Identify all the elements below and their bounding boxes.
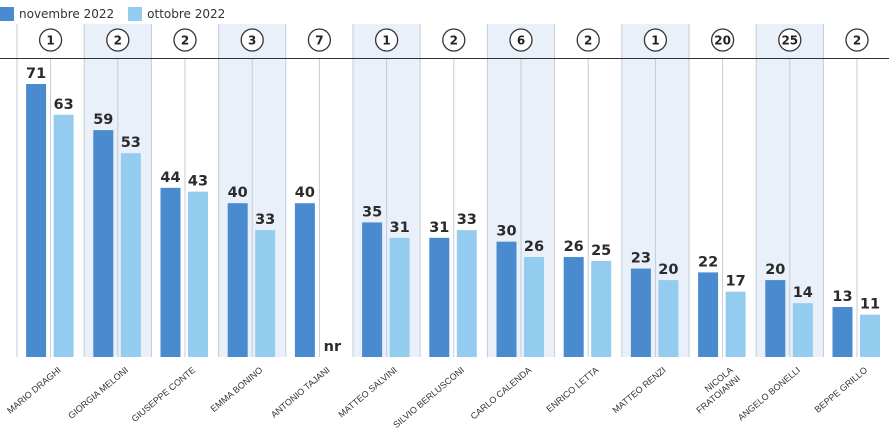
- value-label-october-carlo-calenda: 26: [524, 239, 544, 255]
- rank-badge-carlo-calenda: [509, 28, 533, 52]
- bar-october-nicola-fratoianni: [725, 291, 746, 357]
- bar-october-beppe-grillo: [860, 314, 880, 357]
- category-label-carlo-calenda: CARLO CALENDA: [469, 365, 534, 422]
- value-label-october-matteo-salvini: 31: [390, 220, 410, 236]
- bar-november-antonio-tajani: [294, 203, 315, 357]
- rank-label-beppe-grillo: 2: [853, 34, 861, 48]
- bar-november-angelo-bonelli: [765, 280, 786, 357]
- value-label-november-matteo-renzi: 23: [631, 251, 651, 267]
- rank-label-carlo-calenda: 6: [517, 34, 525, 48]
- rank-badge-mario-draghi: [38, 28, 63, 52]
- category-label-emma-bonino: EMMA BONINO: [209, 365, 265, 414]
- value-label-november-nicola-fratoianni: 22: [698, 254, 718, 270]
- category-label-antonio-tajani: ANTONIO TAJANI: [269, 365, 332, 420]
- category-label-silvio-berlusconi: SILVIO BERLUSCONI: [391, 365, 466, 430]
- value-label-november-enrico-letta: 26: [564, 239, 584, 255]
- category-label-mario-draghi: MARIO DRAGHI: [5, 365, 63, 416]
- value-label-october-matteo-renzi: 20: [658, 262, 678, 278]
- value-label-october-nicola-fratoianni: 17: [726, 274, 746, 290]
- value-label-november-matteo-salvini: 35: [362, 204, 382, 220]
- bar-november-matteo-renzi: [630, 268, 651, 357]
- chart-legend: novembre 2022 ottobre 2022: [0, 6, 239, 22]
- bar-november-beppe-grillo: [832, 307, 853, 357]
- rank-label-giuseppe-conte: 2: [181, 34, 189, 48]
- bar-november-giuseppe-conte: [160, 187, 181, 357]
- value-label-october-enrico-letta: 25: [591, 243, 611, 259]
- category-label-enrico-letta: ENRICO LETTA: [544, 365, 600, 414]
- value-label-october-giorgia-meloni: 53: [121, 135, 141, 151]
- rank-label-matteo-salvini: 1: [382, 34, 390, 48]
- value-label-october-emma-bonino: 33: [255, 212, 275, 228]
- legend-label-november: novembre 2022: [19, 7, 115, 21]
- bar-october-matteo-renzi: [658, 280, 679, 357]
- value-label-november-giuseppe-conte: 44: [160, 170, 180, 186]
- bar-october-emma-bonino: [255, 230, 276, 357]
- rank-label-angelo-bonelli: 25: [781, 34, 798, 48]
- rank-badge-angelo-bonelli: [778, 28, 802, 52]
- legend-label-october: ottobre 2022: [147, 7, 226, 21]
- value-label-october-mario-draghi: 63: [54, 97, 74, 113]
- rank-badge-matteo-salvini: [374, 28, 399, 52]
- rank-badge-giorgia-meloni: [106, 28, 130, 52]
- bar-november-matteo-salvini: [362, 222, 383, 357]
- legend-item-october: ottobre 2022: [128, 7, 225, 21]
- category-label-nicola-fratoianni: NICOLAFRATOIANNI: [687, 365, 742, 416]
- bar-november-mario-draghi: [26, 84, 47, 357]
- bar-october-carlo-calenda: [524, 257, 544, 357]
- rank-badge-giuseppe-conte: [173, 28, 197, 52]
- rank-label-mario-draghi: 1: [46, 34, 54, 48]
- bar-october-giorgia-meloni: [120, 153, 141, 357]
- value-label-november-carlo-calenda: 30: [496, 224, 516, 240]
- rank-badge-matteo-renzi: [643, 28, 668, 52]
- value-label-october-beppe-grillo: 11: [860, 297, 880, 313]
- rank-badge-antonio-tajani: [307, 28, 332, 52]
- rank-label-antonio-tajani: 7: [315, 34, 323, 48]
- category-label-matteo-salvini: MATTEO SALVINI: [336, 365, 398, 420]
- value-label-november-beppe-grillo: 13: [832, 289, 852, 305]
- bar-november-enrico-letta: [563, 257, 584, 357]
- value-label-october-antonio-tajani: nr: [324, 339, 342, 355]
- bar-october-giuseppe-conte: [188, 191, 208, 357]
- bar-november-silvio-berlusconi: [429, 237, 450, 357]
- category-label-matteo-renzi: MATTEO RENZI: [610, 365, 667, 415]
- value-label-november-emma-bonino: 40: [228, 185, 248, 201]
- rank-badge-emma-bonino: [240, 28, 264, 52]
- bar-october-angelo-bonelli: [792, 303, 813, 357]
- value-label-october-silvio-berlusconi: 33: [457, 212, 477, 228]
- value-label-november-silvio-berlusconi: 31: [429, 220, 449, 236]
- value-label-november-angelo-bonelli: 20: [765, 262, 785, 278]
- bar-october-enrico-letta: [591, 260, 612, 357]
- rank-label-emma-bonino: 3: [248, 34, 256, 48]
- rank-label-enrico-letta: 2: [584, 34, 592, 48]
- rank-label-nicola-fratoianni: 20: [714, 34, 731, 48]
- rank-badge-beppe-grillo: [845, 28, 869, 52]
- category-label-giuseppe-conte: GIUSEPPE CONTE: [130, 365, 198, 424]
- value-label-november-giorgia-meloni: 59: [93, 112, 113, 128]
- value-label-november-mario-draghi: 71: [26, 66, 46, 82]
- legend-swatch-november: [0, 7, 14, 21]
- value-label-october-giuseppe-conte: 43: [188, 174, 208, 190]
- rank-badge-silvio-berlusconi: [442, 28, 466, 52]
- bar-november-carlo-calenda: [496, 241, 517, 357]
- value-label-october-angelo-bonelli: 14: [793, 285, 813, 301]
- rank-badge-enrico-letta: [576, 28, 600, 52]
- bar-november-nicola-fratoianni: [698, 272, 719, 357]
- bar-october-matteo-salvini: [389, 237, 410, 357]
- category-label-giorgia-meloni: GIORGIA MELONI: [66, 365, 130, 421]
- category-label-angelo-bonelli: ANGELO BONELLI: [736, 365, 802, 423]
- legend-item-november: novembre 2022: [0, 7, 114, 21]
- rank-label-silvio-berlusconi: 2: [450, 34, 458, 48]
- rank-label-giorgia-meloni: 2: [114, 34, 122, 48]
- value-label-november-antonio-tajani: 40: [295, 185, 315, 201]
- legend-swatch-october: [128, 7, 143, 21]
- rank-label-matteo-renzi: 1: [651, 34, 659, 48]
- category-label-beppe-grillo: BEPPE GRILLO: [813, 365, 870, 415]
- bar-october-silvio-berlusconi: [456, 230, 477, 357]
- bar-november-emma-bonino: [227, 203, 248, 357]
- bar-november-giorgia-meloni: [93, 130, 114, 357]
- bar-october-mario-draghi: [53, 114, 74, 358]
- rank-badge-nicola-fratoianni: [710, 28, 735, 52]
